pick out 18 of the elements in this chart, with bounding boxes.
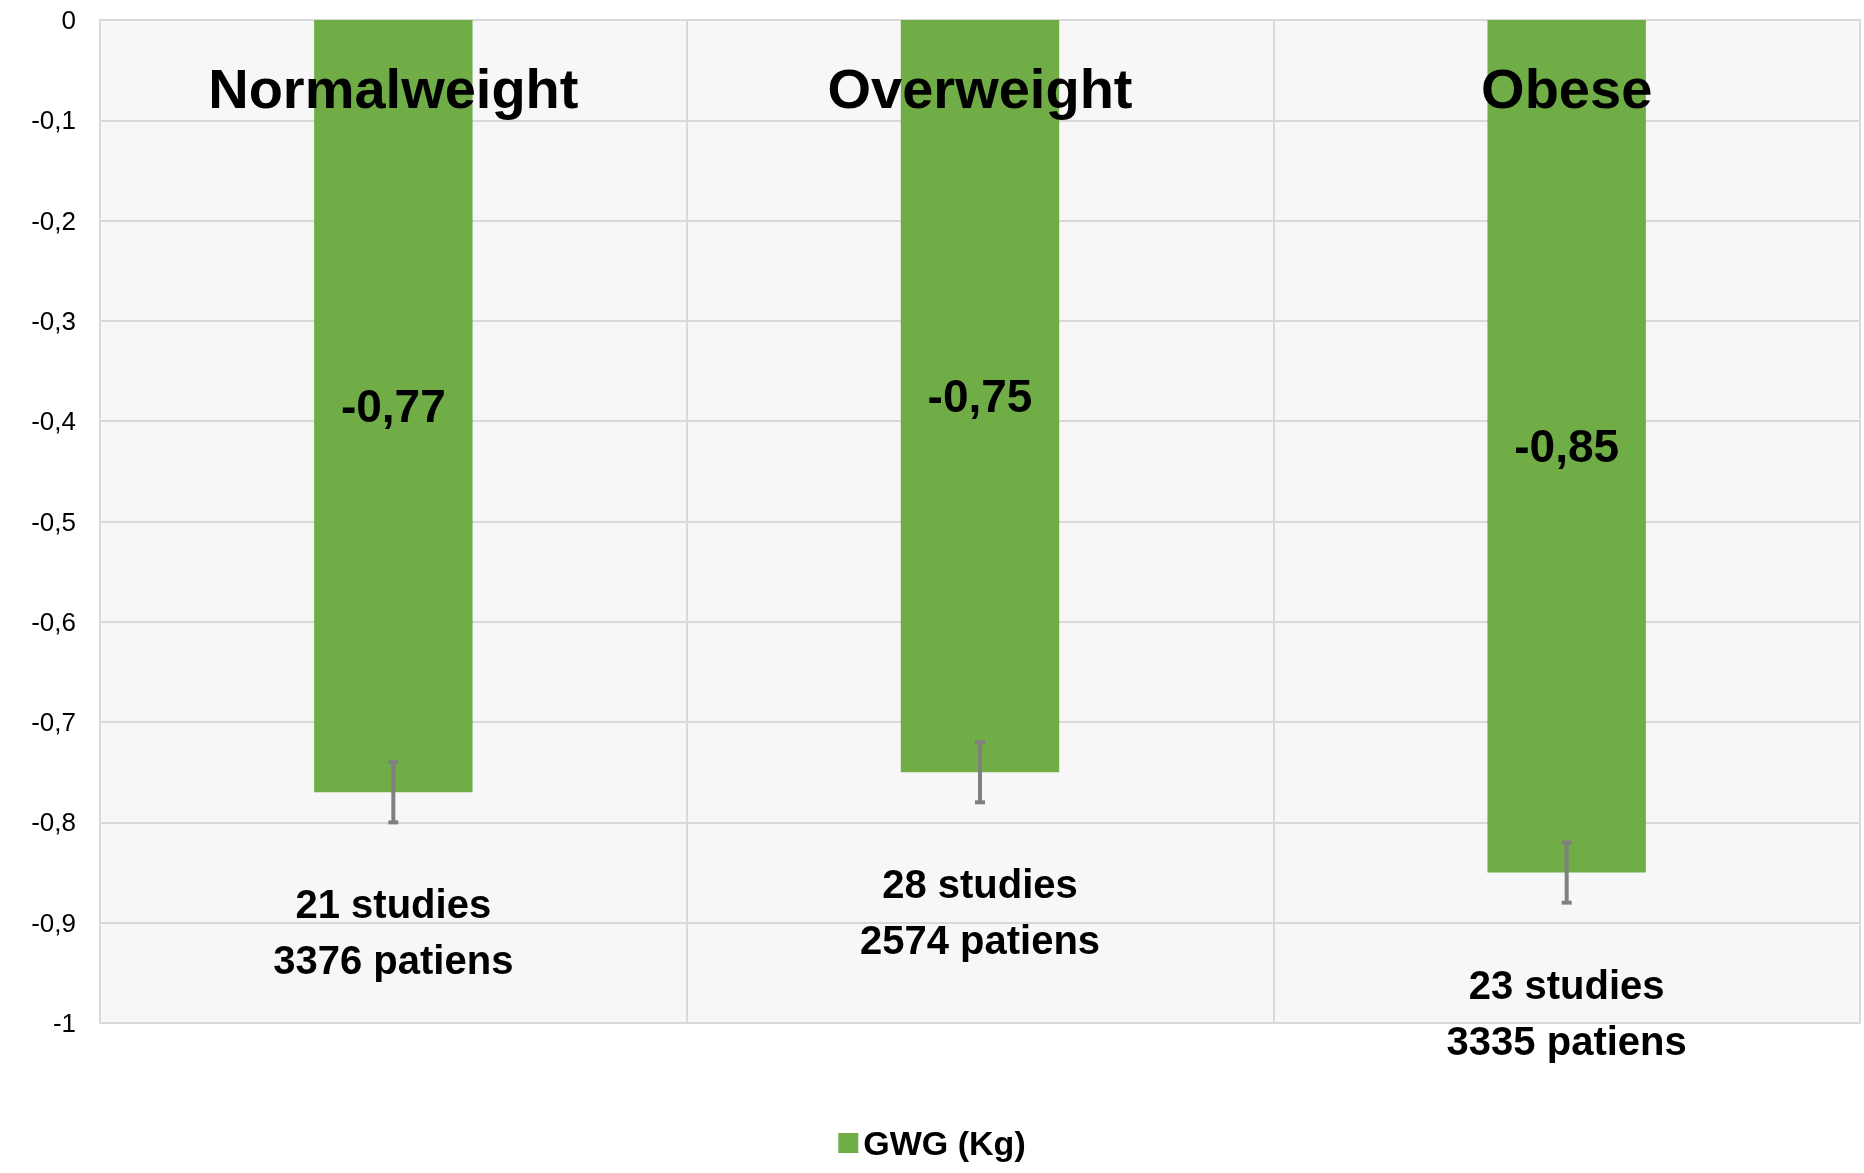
data-label: -0,75 [927, 370, 1033, 423]
data-label: -0,77 [340, 380, 446, 433]
legend-label: GWG (Kg) [863, 1124, 1026, 1162]
y-tick-label: -0,1 [31, 105, 76, 136]
y-tick-label: -0,5 [31, 506, 76, 537]
y-tick-label: -1 [52, 1008, 76, 1038]
data-label: -0,85 [1514, 420, 1620, 473]
y-tick-label: -0,2 [31, 205, 76, 236]
annotation: 21 studies 3376 patiens [273, 882, 514, 983]
annotation: 23 studies 3335 patiens [1446, 962, 1687, 1063]
y-tick-label: -0,7 [31, 707, 76, 738]
y-tick-label: -0,9 [31, 907, 76, 938]
y-tick-label: -0,6 [31, 606, 76, 637]
annotation: 28 studies 2574 patiens [859, 862, 1101, 963]
y-tick-label: -0,3 [31, 305, 76, 336]
y-tick-label: 0 [61, 5, 76, 35]
y-tick-label: -0,4 [31, 406, 76, 437]
y-tick-label: -0,8 [31, 807, 76, 838]
